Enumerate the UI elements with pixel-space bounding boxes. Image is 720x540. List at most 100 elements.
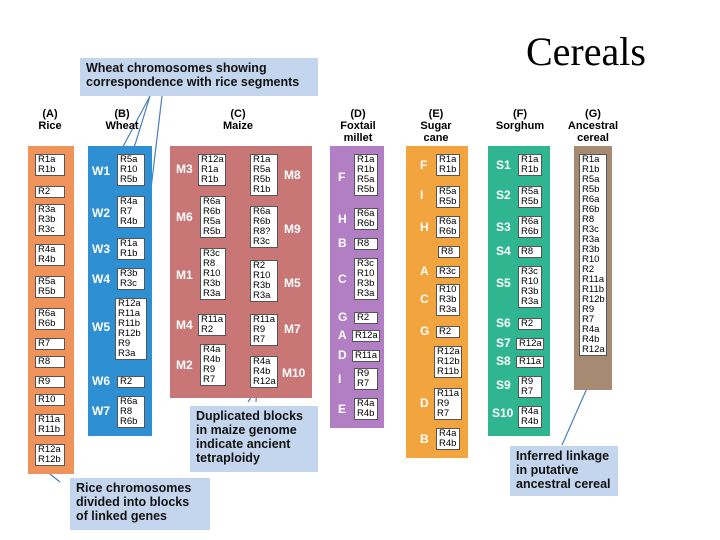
sorghum-chromosome: S1 xyxy=(496,158,511,172)
sugarcane-block: R11a R9 R7 xyxy=(434,388,462,420)
rice-block: R10 xyxy=(35,394,65,406)
wheat-chromosome: W7 xyxy=(92,404,110,418)
millet-chromosome: G xyxy=(338,310,348,324)
millet-block: R4a R4b xyxy=(354,398,378,420)
maize-right-block: R2 R10 R3b R3a xyxy=(250,260,278,302)
maize-left-block: R11a R2 xyxy=(198,314,226,336)
sugarcane-block: R6a R6b xyxy=(436,216,460,238)
rice-block: R4a R4b xyxy=(35,244,65,266)
millet-chromosome: D xyxy=(338,348,347,362)
wheat-chromosome: W3 xyxy=(92,242,110,256)
wheat-chromosome: W2 xyxy=(92,206,110,220)
rice-block: R11a R11b xyxy=(35,414,65,436)
maize-left-block: R3c R8 R10 R3b R3a xyxy=(200,248,226,300)
wheat-block: R6a R8 R6b xyxy=(117,396,145,428)
header-wheat: (B) Wheat xyxy=(105,108,139,132)
wheat-block: R3b R3c xyxy=(117,268,145,290)
maize-chromosome: M1 xyxy=(176,268,193,282)
rice-block: R3a R3b R3c xyxy=(35,204,65,236)
millet-chromosome: A xyxy=(338,328,347,342)
millet-block: R2 xyxy=(354,312,378,324)
maize-chromosome: M4 xyxy=(176,318,193,332)
sugarcane-chromosome: F xyxy=(420,158,428,172)
maize-left-block: R12a R1a R1b xyxy=(198,154,226,186)
rice-block: R5a R5b xyxy=(35,276,65,298)
maize-right-block: R6a R6b R8? R3c xyxy=(250,206,278,248)
rice-block: R8 xyxy=(35,356,65,368)
sorghum-chromosome: S3 xyxy=(496,220,511,234)
millet-chromosome: I xyxy=(338,372,342,386)
maize-chromosome: M8 xyxy=(284,168,301,182)
millet-chromosome: E xyxy=(338,402,347,416)
rice-block: R6a R6b xyxy=(35,308,65,330)
wheat-block: R1a R1b xyxy=(117,238,145,260)
wheat-column xyxy=(88,146,152,436)
wheat-chromosome: W6 xyxy=(92,374,110,388)
sugarcane-chromosome: B xyxy=(420,432,429,446)
sorghum-chromosome: S4 xyxy=(496,244,511,258)
sorghum-chromosome: S5 xyxy=(496,276,511,290)
millet-block: R6a R6b xyxy=(354,208,378,230)
maize-column xyxy=(170,146,312,398)
wheat-block: R2 xyxy=(117,376,145,388)
wheat-block: R12a R11a R11b R12b R9 R3a xyxy=(115,298,147,360)
millet-block: R9 R7 xyxy=(354,368,378,390)
sorghum-block: R2 xyxy=(518,318,542,330)
maize-chromosome: M7 xyxy=(284,322,301,336)
sorghum-block: R4a R4b xyxy=(518,406,542,428)
sugarcane-block: R5a R5b xyxy=(436,186,460,208)
sorghum-block: R1a R1b xyxy=(518,154,542,176)
maize-chromosome: M5 xyxy=(284,276,301,290)
sorghum-chromosome: S7 xyxy=(496,336,511,350)
maize-right-block: R1a R5a R5b R1b xyxy=(250,154,278,196)
millet-chromosome: H xyxy=(338,212,347,226)
sorghum-block: R12a xyxy=(516,338,544,350)
millet-block: R8 xyxy=(354,238,378,250)
header-sugarcane: (E) Sugar cane xyxy=(420,108,452,144)
wheat-chromosome: W1 xyxy=(92,164,110,178)
maize-chromosome: M9 xyxy=(284,222,301,236)
sugarcane-chromosome: C xyxy=(420,292,429,306)
sorghum-block: R3c R10 R3b R3a xyxy=(518,266,542,308)
sugarcane-chromosome: A xyxy=(420,264,429,278)
sugarcane-chromosome: I xyxy=(420,188,424,202)
sorghum-chromosome: S8 xyxy=(496,354,511,368)
callout-ancestral: Inferred linkage in putative ancestral c… xyxy=(510,446,618,496)
millet-chromosome: B xyxy=(338,236,347,250)
maize-left-block: R4a R4b R9 R7 xyxy=(200,344,226,386)
callout-wheat: Wheat chromosomes showing correspondence… xyxy=(80,58,318,96)
sugarcane-chromosome: G xyxy=(420,324,430,338)
header-millet: (D) Foxtail millet xyxy=(340,108,376,144)
maize-chromosome: M6 xyxy=(176,210,193,224)
rice-block: R1a R1b xyxy=(35,154,65,176)
sorghum-block: R11a xyxy=(516,356,544,368)
rice-block: R2 xyxy=(35,186,65,198)
sorghum-chromosome: S2 xyxy=(496,188,511,202)
sorghum-block: R6a R6b xyxy=(518,216,542,238)
millet-block: R1a R1b R5a R5b xyxy=(354,154,378,196)
maize-chromosome: M2 xyxy=(176,358,193,372)
sugarcane-chromosome: D xyxy=(420,396,429,410)
callout-maize: Duplicated blocks in maize genome indica… xyxy=(190,406,318,472)
sugarcane-block: R2 xyxy=(436,326,460,338)
rice-block: R7 xyxy=(35,338,65,350)
sorghum-chromosome: S10 xyxy=(492,406,514,420)
millet-block: R11a xyxy=(352,350,380,362)
wheat-block: R5a R10 R5b xyxy=(117,154,145,186)
sugarcane-chromosome: H xyxy=(420,220,429,234)
sugarcane-block: R12a R12b R11b xyxy=(434,346,462,378)
millet-chromosome: C xyxy=(338,272,347,286)
wheat-block: R4a R7 R4b xyxy=(117,196,145,228)
callout-rice: Rice chromosomes divided into blocks of … xyxy=(70,478,210,530)
rice-block: R12a R12b xyxy=(35,444,65,466)
sorghum-chromosome: S9 xyxy=(496,378,511,392)
millet-block: R12a xyxy=(352,330,380,342)
maize-chromosome: M10 xyxy=(282,366,306,380)
millet-chromosome: F xyxy=(338,170,346,184)
maize-right-block: R4a R4b R12a xyxy=(250,356,278,388)
header-rice: (A) Rice xyxy=(38,108,62,132)
wheat-chromosome: W5 xyxy=(92,320,110,334)
sugarcane-block: R8 xyxy=(438,246,460,258)
maize-right-block: R11a R9 R7 xyxy=(250,314,278,346)
rice-block: R9 xyxy=(35,376,65,388)
